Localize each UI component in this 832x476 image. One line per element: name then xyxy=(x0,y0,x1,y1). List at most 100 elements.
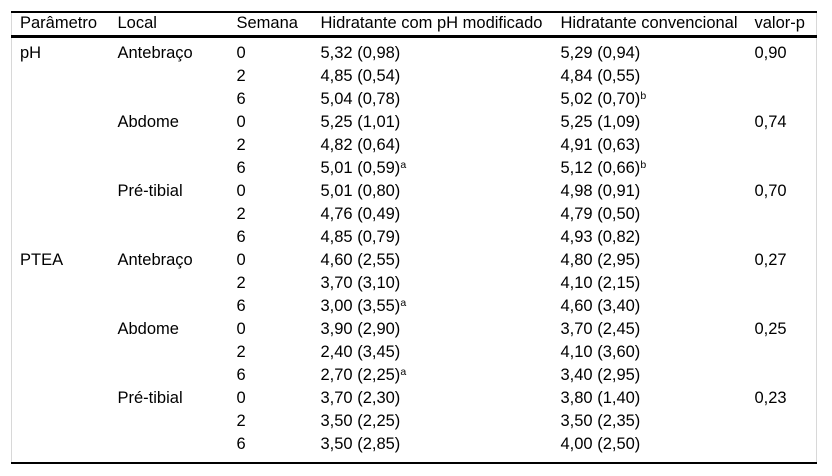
cell-parametro xyxy=(12,180,110,203)
cell-convencional: 4,79 (0,50) xyxy=(553,203,747,226)
cell-valor-p xyxy=(747,226,817,249)
cell-value: 3,50 (2,85) xyxy=(320,434,401,453)
cell-ph-modificado: 3,90 (2,90) xyxy=(313,318,553,341)
cell-ph-modificado: 3,50 (2,85) xyxy=(313,433,553,463)
footnote-marker: a xyxy=(400,296,407,309)
cell-valor-p xyxy=(747,157,817,180)
cell-parametro xyxy=(12,157,110,180)
cell-value: 4,76 (0,49) xyxy=(320,204,401,223)
cell-value: 4,79 (0,50) xyxy=(560,204,641,223)
cell-ph-modificado: 4,76 (0,49) xyxy=(313,203,553,226)
cell-local xyxy=(110,433,229,463)
cell-local xyxy=(110,203,229,226)
table-row: 2 4,82 (0,64) 4,91 (0,63) xyxy=(12,134,817,157)
cell-value: 4,60 (3,40) xyxy=(560,296,641,315)
cell-value: 5,25 (1,09) xyxy=(560,112,641,131)
cell-local xyxy=(110,341,229,364)
col-header-local: Local xyxy=(109,12,229,38)
cell-valor-p: 0,70 xyxy=(754,181,787,200)
table-row: pH Antebraço 0 5,32 (0,98) 5,29 (0,94) 0… xyxy=(12,36,817,65)
cell-ph-modificado: 5,32 (0,98) xyxy=(313,36,553,65)
col-header-valor-p: valor-p xyxy=(746,12,817,38)
cell-valor-p xyxy=(747,433,817,463)
cell-ph-modificado: 5,04 (0,78) xyxy=(313,88,553,111)
cell-value: 3,40 (2,95) xyxy=(560,365,641,384)
cell-parametro xyxy=(12,88,110,111)
header-row: Parâmetro Local Semana Hidratante com pH… xyxy=(11,12,817,38)
cell-semana: 6 xyxy=(236,227,246,246)
cell-parametro xyxy=(12,433,110,463)
cell-convencional: 3,50 (2,35) xyxy=(553,410,747,433)
cell-parametro xyxy=(12,410,110,433)
cell-semana: 6 xyxy=(236,365,246,384)
cell-value: 5,32 (0,98) xyxy=(320,43,401,62)
table-row: 2 4,76 (0,49) 4,79 (0,50) xyxy=(12,203,817,226)
cell-parametro xyxy=(12,65,110,88)
cell-value: 4,84 (0,55) xyxy=(560,66,641,85)
cell-value: 4,85 (0,79) xyxy=(320,227,401,246)
cell-valor-p xyxy=(747,364,817,387)
cell-value: 3,70 (2,45) xyxy=(560,319,641,338)
cell-local xyxy=(110,157,229,180)
cell-parametro xyxy=(12,318,110,341)
cell-ph-modificado: 4,60 (2,55) xyxy=(313,249,553,272)
col-header-semana: Semana xyxy=(228,12,313,38)
cell-local: Pré-tibial xyxy=(117,388,183,407)
cell-value: 4,91 (0,63) xyxy=(560,135,641,154)
cell-convencional: 4,10 (3,60) xyxy=(553,341,747,364)
cell-semana: 0 xyxy=(236,112,246,131)
cell-ph-modificado: 2,40 (3,45) xyxy=(313,341,553,364)
table-row: Abdome 0 3,90 (2,90) 3,70 (2,45) 0,25 xyxy=(12,318,817,341)
cell-parametro: PTEA xyxy=(20,250,64,269)
cell-ph-modificado: 4,82 (0,64) xyxy=(313,134,553,157)
cell-convencional: 3,70 (2,45) xyxy=(553,318,747,341)
cell-convencional: 4,98 (0,91) xyxy=(553,180,747,203)
footnote-marker: b xyxy=(640,158,647,171)
cell-valor-p xyxy=(747,410,817,433)
cell-valor-p xyxy=(747,134,817,157)
cell-value: 4,82 (0,64) xyxy=(320,135,401,154)
cell-parametro xyxy=(12,226,110,249)
cell-value: 5,29 (0,94) xyxy=(560,43,641,62)
cell-local xyxy=(110,65,229,88)
cell-semana: 0 xyxy=(236,388,246,407)
cell-semana: 6 xyxy=(236,158,246,177)
cell-value: 5,01 (0,59) xyxy=(320,158,401,177)
table-row: Pré-tibial 0 3,70 (2,30) 3,80 (1,40) 0,2… xyxy=(12,387,817,410)
cell-semana: 2 xyxy=(236,66,246,85)
footnote-marker: a xyxy=(400,365,407,378)
cell-semana: 0 xyxy=(236,181,246,200)
cell-convencional: 3,40 (2,95) xyxy=(553,364,747,387)
table-row: 2 3,70 (3,10) 4,10 (2,15) xyxy=(12,272,817,295)
cell-ph-modificado: 3,70 (2,30) xyxy=(313,387,553,410)
cell-semana: 0 xyxy=(236,43,246,62)
cell-value: 4,98 (0,91) xyxy=(560,181,641,200)
cell-value: 4,10 (2,15) xyxy=(560,273,641,292)
table-row: 2 4,85 (0,54) 4,84 (0,55) xyxy=(12,65,817,88)
cell-value: 5,04 (0,78) xyxy=(320,89,401,108)
cell-convencional: 4,80 (2,95) xyxy=(553,249,747,272)
cell-valor-p xyxy=(747,272,817,295)
table-row: 2 2,40 (3,45) 4,10 (3,60) xyxy=(12,341,817,364)
table-row: Abdome 0 5,25 (1,01) 5,25 (1,09) 0,74 xyxy=(12,111,817,134)
cell-local: Pré-tibial xyxy=(117,181,183,200)
cell-ph-modificado: 4,85 (0,54) xyxy=(313,65,553,88)
cell-local xyxy=(110,88,229,111)
table-row: PTEA Antebraço 0 4,60 (2,55) 4,80 (2,95)… xyxy=(12,249,817,272)
cell-ph-modificado: 5,01 (0,59)a xyxy=(313,157,553,180)
cell-parametro xyxy=(12,272,110,295)
cell-parametro: pH xyxy=(20,43,42,62)
cell-convencional: 4,10 (2,15) xyxy=(553,272,747,295)
cell-local xyxy=(110,226,229,249)
cell-valor-p xyxy=(747,88,817,111)
cell-semana: 6 xyxy=(236,89,246,108)
cell-valor-p: 0,90 xyxy=(754,43,787,62)
cell-convencional: 4,00 (2,50) xyxy=(553,433,747,463)
cell-ph-modificado: 4,85 (0,79) xyxy=(313,226,553,249)
cell-value: 5,12 (0,66) xyxy=(560,158,641,177)
cell-value: 4,80 (2,95) xyxy=(560,250,641,269)
cell-valor-p: 0,23 xyxy=(754,388,787,407)
cell-valor-p xyxy=(747,341,817,364)
cell-convencional: 5,02 (0,70)b xyxy=(553,88,747,111)
table-row: 6 3,00 (3,55)a 4,60 (3,40) xyxy=(12,295,817,318)
